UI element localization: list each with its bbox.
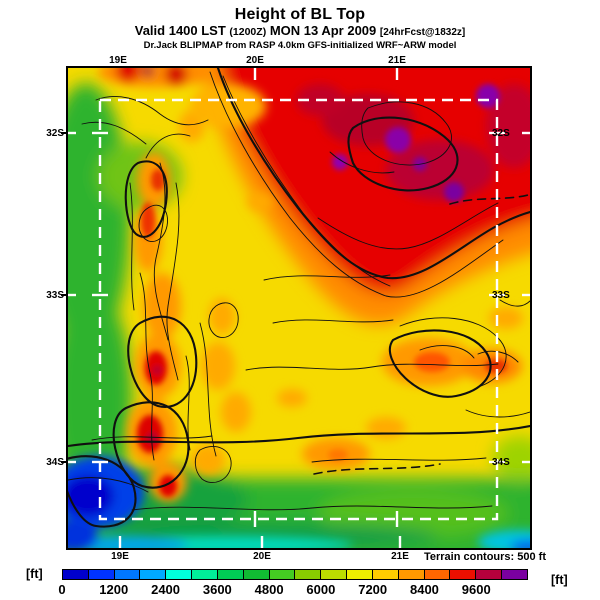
- colorbar-tick-label: 9600: [461, 582, 491, 597]
- forecast-tag: [24hrFcst@1832z]: [379, 27, 466, 38]
- colorbar-tick-label: 3600: [202, 582, 232, 597]
- colorbar-segment: [295, 570, 322, 579]
- colorbar-segment: [63, 570, 89, 579]
- lat-label-left-32s: 32S: [46, 128, 64, 139]
- colorbar-segments: [62, 569, 528, 580]
- valid-time: Valid 1400 LST: [134, 23, 226, 38]
- colorbar-segment: [424, 570, 451, 579]
- colorbar-tick-label: 6000: [306, 582, 336, 597]
- colorbar-tick-label: 0: [58, 582, 66, 597]
- colorbar-segment: [114, 570, 141, 579]
- map-svg: [68, 68, 530, 548]
- lon-label-bottom-21e: 21E: [391, 551, 409, 562]
- colorbar-segment: [88, 570, 115, 579]
- central-orange-patches: [247, 193, 523, 470]
- lat-tick-left-34s: [61, 461, 67, 463]
- valid-date: MON 13 Apr 2009: [269, 23, 377, 38]
- lon-label-top-19e: 19E: [109, 55, 127, 66]
- mountain-ridge-red-cores: [137, 169, 177, 497]
- colorbar-labels: 0 1200 2400 3600 4800 6000 7200 8400 9600: [58, 582, 528, 597]
- colorbar-segment: [217, 570, 244, 579]
- colorbar-segment: [321, 570, 348, 579]
- colorbar-tick-label: 4800: [254, 582, 284, 597]
- lat-label-left-34s: 34S: [46, 457, 64, 468]
- colorbar-tick-label: 7200: [358, 582, 388, 597]
- colorbar-segment: [476, 570, 503, 579]
- lon-label-top-20e: 20E: [246, 55, 264, 66]
- lat-label-right-33s: 33S: [492, 290, 510, 301]
- terrain-contour-lines: [68, 68, 530, 528]
- lat-tick-left-32s: [61, 132, 67, 134]
- lon-label-bottom-20e: 20E: [253, 551, 271, 562]
- terrain-contour-note: Terrain contours: 500 ft: [423, 551, 546, 563]
- lat-label-right-32s: 32S: [492, 128, 510, 139]
- colorbar-segment: [243, 570, 270, 579]
- colorbar-segment: [192, 570, 218, 579]
- lat-tick-left-33s: [61, 294, 67, 296]
- colorbar-segment: [398, 570, 425, 579]
- colorbar-tick-label: 1200: [99, 582, 129, 597]
- colorbar-segment: [450, 570, 477, 579]
- lowest-bl-blue-regions: [68, 456, 530, 548]
- colorbar-segment: [372, 570, 399, 579]
- colorbar-segment: [347, 570, 373, 579]
- page-title: Height of BL Top: [234, 6, 366, 23]
- high-bl-red-region: [196, 68, 530, 325]
- colorbar-unit-left: [ft]: [26, 567, 43, 581]
- colorbar-segment: [502, 570, 527, 579]
- lon-label-top-21e: 21E: [388, 55, 406, 66]
- grid-ticks: [68, 68, 530, 548]
- colorbar-segment: [140, 570, 167, 579]
- colorbar-tick-label: 2400: [151, 582, 181, 597]
- valid-time-line: Valid 1400 LST (1200Z) MON 13 Apr 2009 […: [0, 23, 600, 38]
- lon-label-bottom-19e: 19E: [111, 551, 129, 562]
- forecast-map: 32S 33S 34S: [66, 66, 532, 550]
- max-bl-purple-spots: [332, 84, 500, 202]
- top-left-orange-strip: [98, 68, 266, 128]
- lat-label-left-33s: 33S: [46, 290, 64, 301]
- domain-boundary-dashed: [98, 98, 499, 521]
- colorbar-unit-right: [ft]: [551, 573, 568, 587]
- colorbar-tick-label: 8400: [409, 582, 439, 597]
- model-attribution: Dr.Jack BLIPMAP from RASP 4.0km GFS-init…: [143, 40, 457, 51]
- colorbar-segment: [166, 570, 193, 579]
- colorbar-segment: [269, 570, 296, 579]
- lat-label-right-34s: 34S: [492, 457, 510, 468]
- utc-time: (1200Z): [229, 26, 267, 38]
